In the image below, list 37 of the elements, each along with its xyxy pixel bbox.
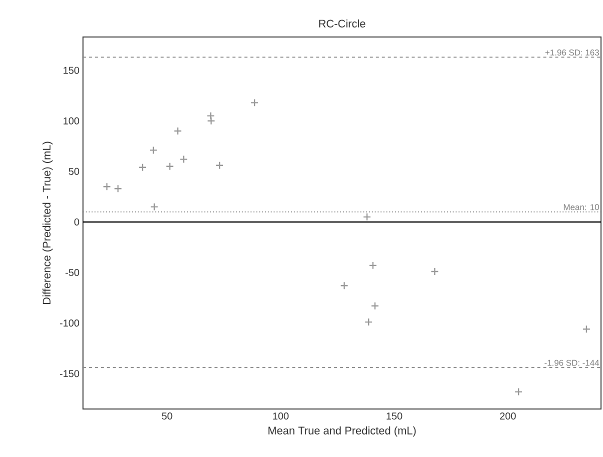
- point: [250, 98, 259, 107]
- y-tick-label: 0: [74, 218, 80, 226]
- point: [102, 182, 111, 191]
- y-tick-label: -100: [60, 320, 80, 327]
- x-axis-title: Mean True and Predicted (mL): [268, 426, 416, 437]
- point: [362, 212, 372, 222]
- ref-line-label: Mean: 10: [564, 204, 599, 210]
- ref-line-label: -1.96 SD: -144: [544, 360, 600, 366]
- point: [206, 112, 215, 120]
- y-tick-label: -50: [66, 268, 80, 276]
- x-tick-label: 50: [162, 412, 172, 420]
- point: [368, 261, 377, 270]
- x-tick-label: 100: [273, 412, 289, 420]
- ref-line-label: +1.96 SD: 163: [545, 50, 599, 56]
- point: [430, 267, 439, 276]
- y-axis-title: Difference (Predicted - True) (mL): [42, 142, 53, 304]
- y-tick-label: 100: [64, 117, 80, 124]
- point: [180, 155, 188, 164]
- point: [215, 161, 224, 170]
- point: [364, 318, 373, 326]
- point: [582, 325, 591, 334]
- x-tick-label: 200: [500, 412, 516, 420]
- point: [114, 184, 122, 193]
- y-tick-label: -150: [60, 370, 80, 378]
- point: [340, 282, 348, 290]
- y-tick-label: 50: [68, 168, 80, 175]
- y-tick-label: 150: [64, 66, 80, 74]
- point: [370, 302, 380, 310]
- chart-title: RC-Circle: [319, 19, 366, 28]
- x-tick-label: 150: [386, 412, 402, 420]
- point: [514, 388, 523, 396]
- point: [149, 146, 158, 154]
- point: [174, 126, 182, 136]
- point: [166, 162, 174, 170]
- point: [150, 202, 158, 211]
- point: [207, 116, 216, 125]
- point: [138, 163, 147, 172]
